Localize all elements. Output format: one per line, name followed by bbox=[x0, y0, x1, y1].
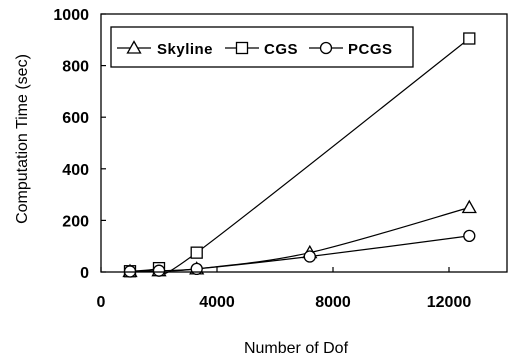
legend-label-pcgs: PCGS bbox=[348, 41, 393, 58]
legend-item-pcgs: PCGS bbox=[309, 41, 393, 58]
y-tick-label: 600 bbox=[62, 110, 89, 127]
legend-marker-cgs bbox=[235, 41, 249, 55]
series-cgs bbox=[123, 32, 476, 278]
y-axis-title: Computation Time (sec) bbox=[14, 54, 31, 224]
series-line-cgs bbox=[129, 38, 470, 275]
legend-marker-skyline bbox=[126, 40, 142, 54]
y-tick-label: 800 bbox=[62, 59, 89, 76]
y-tick-label: 0 bbox=[80, 265, 89, 282]
series-layer bbox=[122, 32, 477, 278]
x-tick-label: 0 bbox=[97, 294, 106, 311]
legend-marker-pcgs bbox=[319, 41, 333, 55]
legend-item-skyline: Skyline bbox=[117, 40, 213, 58]
axis-ticks: 0 200 400 600 800 1000 0 4000 8000 12000 bbox=[53, 7, 471, 311]
point-cgs bbox=[463, 32, 476, 45]
x-tick-label: 4000 bbox=[199, 294, 235, 311]
series-line-pcgs bbox=[129, 235, 470, 273]
x-tick-label: 8000 bbox=[315, 294, 351, 311]
x-axis-title: Number of Dof bbox=[244, 340, 349, 357]
legend-box bbox=[110, 26, 414, 68]
y-tick-label: 400 bbox=[62, 162, 89, 179]
y-tick-label: 1000 bbox=[53, 7, 89, 24]
point-cgs bbox=[190, 246, 203, 259]
point-pcgs bbox=[190, 262, 203, 276]
series-line-skyline bbox=[129, 206, 470, 273]
point-pcgs bbox=[463, 229, 476, 243]
x-tick-label: 12000 bbox=[427, 294, 472, 311]
plot-frame bbox=[100, 13, 508, 273]
series-skyline bbox=[122, 199, 477, 278]
y-tick-label: 200 bbox=[62, 213, 89, 230]
legend-label-skyline: Skyline bbox=[157, 41, 213, 58]
legend-item-cgs: CGS bbox=[225, 41, 298, 58]
series-pcgs bbox=[123, 229, 476, 278]
legend-label-cgs: CGS bbox=[264, 41, 298, 58]
point-pcgs bbox=[152, 264, 166, 277]
point-skyline bbox=[461, 199, 477, 214]
point-pcgs bbox=[303, 250, 316, 263]
legend: Skyline CGS PCGS bbox=[110, 26, 414, 68]
